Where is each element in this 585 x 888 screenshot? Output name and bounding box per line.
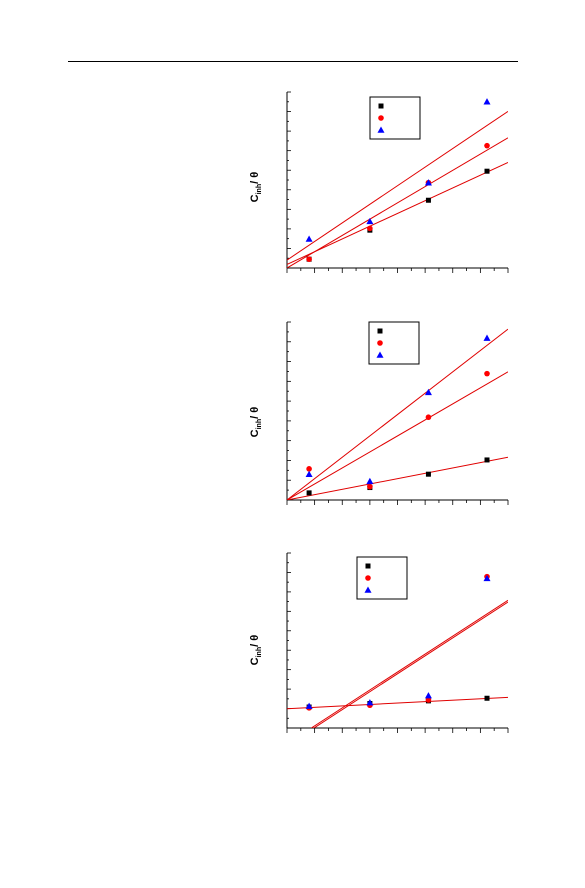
fit-line-2-1 <box>287 456 508 500</box>
fit-line-3-3 <box>311 599 508 728</box>
point-3-triangle-3 <box>424 692 432 699</box>
legend-marker-1-circle <box>378 115 384 121</box>
point-2-circle-1 <box>306 466 312 472</box>
point-3-circle-3 <box>425 697 432 703</box>
point-3-triangle-2 <box>366 699 374 706</box>
point-1-circle-1 <box>306 256 312 263</box>
legend-box-1 <box>369 96 421 140</box>
point-2-triangle-3 <box>424 388 432 396</box>
point-2-square-4 <box>484 457 490 463</box>
fit-line-2-2 <box>287 371 508 500</box>
legend-marker-1-triangle <box>377 126 385 133</box>
legend-marker-3-square <box>365 563 371 569</box>
point-2-circle-2 <box>367 483 373 490</box>
legend-marker-2-square <box>377 328 383 334</box>
point-1-triangle-2 <box>366 217 374 225</box>
point-2-square-3 <box>425 471 431 477</box>
point-2-circle-3 <box>425 414 432 421</box>
point-2-triangle-1 <box>305 470 313 477</box>
fit-line-1-3 <box>287 110 508 261</box>
point-3-triangle-1 <box>305 702 313 709</box>
point-2-circle-4 <box>484 370 490 377</box>
fit-line-1-2 <box>287 137 508 268</box>
point-1-triangle-3 <box>424 179 432 186</box>
point-1-circle-4 <box>484 142 490 149</box>
point-1-triangle-1 <box>305 235 313 242</box>
point-1-square-3 <box>425 197 431 203</box>
header-rule <box>68 61 518 62</box>
point-2-triangle-2 <box>366 477 374 485</box>
fit-line-3-1 <box>287 696 508 710</box>
point-3-square-4 <box>484 695 490 701</box>
fit-line-1-1 <box>287 161 508 265</box>
legend-marker-2-circle <box>377 340 383 346</box>
point-3-triangle-4 <box>483 574 491 582</box>
legend-marker-1-square <box>378 103 384 109</box>
fit-line-2-3 <box>287 328 508 500</box>
legend-marker-2-triangle <box>376 351 384 358</box>
fit-line-3-2 <box>313 601 508 728</box>
legend-marker-3-triangle <box>364 586 372 593</box>
legend-box-2 <box>368 321 420 365</box>
point-1-circle-2 <box>367 225 373 232</box>
point-2-triangle-4 <box>483 334 491 341</box>
point-1-triangle-4 <box>483 98 491 105</box>
legend-marker-3-circle <box>365 575 371 581</box>
legend-box-3 <box>356 556 408 600</box>
point-2-square-1 <box>306 490 312 496</box>
point-1-square-4 <box>484 168 490 174</box>
